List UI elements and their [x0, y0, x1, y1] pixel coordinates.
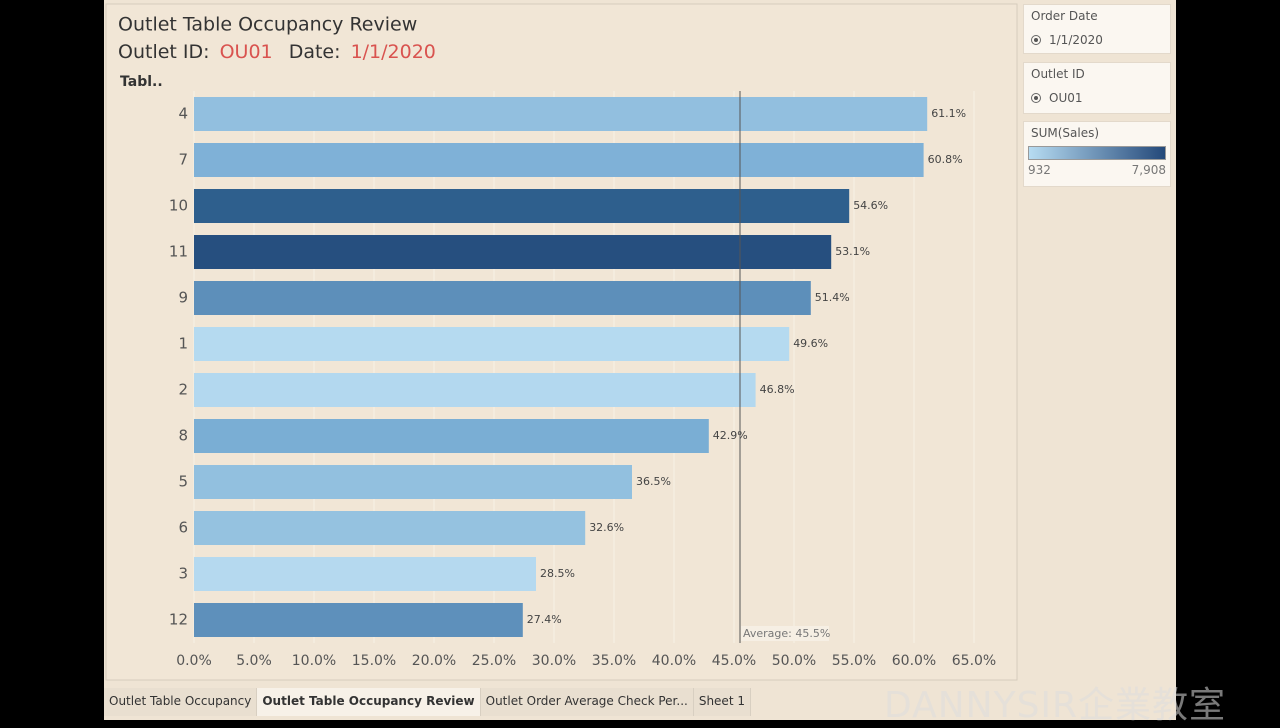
y-tick-label: 1: [178, 335, 188, 353]
plot: 0.0% 5.0% 10.0% 15.0% 20.0% 25.0% 30.0% 35.0% 40…: [169, 91, 996, 669]
watermark: DANNYSIR企業教室: [884, 685, 1227, 726]
average-label: Average: 45.5%: [743, 627, 830, 640]
filter-title: Order Date: [1031, 9, 1098, 23]
filter-panel: Order Date 1/1/2020: [1023, 4, 1171, 54]
legend-max: 7,908: [1131, 163, 1166, 177]
tab[interactable]: Outlet Table Occupancy: [104, 688, 258, 716]
tab[interactable]: Outlet Order Average Check Per...: [480, 688, 694, 716]
value-label: 27.4%: [527, 613, 562, 626]
filter-title: Outlet ID: [1031, 67, 1085, 81]
bar: [194, 189, 850, 223]
bar: [194, 557, 536, 591]
x-tick-label: 15.0%: [352, 653, 396, 669]
bar: [194, 327, 790, 361]
legend-panel: SUM(Sales) 932 7,908: [1023, 121, 1171, 187]
y-axis-label: Tabl..: [120, 74, 163, 90]
value-label: 54.6%: [853, 199, 888, 212]
chart: Outlet Table Occupancy Review Outlet ID:…: [105, 3, 1018, 681]
value-label: 60.8%: [928, 153, 963, 166]
value-label: 46.8%: [760, 383, 795, 396]
option-text: 1/1/2020: [1049, 33, 1103, 47]
value-label: 28.5%: [540, 567, 575, 580]
x-tick-label: 10.0%: [292, 653, 336, 669]
y-tick-label: 6: [178, 519, 188, 537]
value-label: 32.6%: [589, 521, 624, 534]
y-tick-label: 3: [178, 565, 188, 583]
legend-min: 932: [1028, 163, 1051, 177]
x-tick-label: 20.0%: [412, 653, 456, 669]
value-label: 51.4%: [815, 291, 850, 304]
tab[interactable]: Outlet Table Occupancy Review: [257, 688, 481, 716]
date-value: 1/1/2020: [351, 41, 436, 63]
x-tick-label: 40.0%: [652, 653, 696, 669]
bar: [194, 143, 924, 177]
y-tick-label: 9: [178, 289, 188, 307]
x-tick-label: 65.0%: [952, 653, 996, 669]
option-text: OU01: [1049, 91, 1083, 105]
y-tick-label: 8: [178, 427, 188, 445]
bar: [194, 373, 756, 407]
x-tick-label: 35.0%: [592, 653, 636, 669]
y-tick-label: 2: [178, 381, 188, 399]
y-tick-label: 4: [178, 105, 188, 123]
legend-range: 932 7,908: [1024, 160, 1170, 180]
y-tick-label: 5: [178, 473, 188, 491]
x-tick-label: 30.0%: [532, 653, 576, 669]
bar: [194, 511, 586, 545]
x-tick-label: 25.0%: [472, 653, 516, 669]
value-label: 42.9%: [713, 429, 748, 442]
legend-ramp: [1028, 146, 1166, 160]
chart-title: Outlet Table Occupancy Review: [118, 14, 417, 36]
filter-panel: Outlet ID OU01: [1023, 62, 1171, 114]
x-tick-label: 55.0%: [832, 653, 876, 669]
x-tick-label: 0.0%: [176, 653, 212, 669]
x-tick-label: 50.0%: [772, 653, 816, 669]
value-label: 61.1%: [931, 107, 966, 120]
y-tick-label: 11: [169, 243, 188, 261]
x-tick-label: 60.0%: [892, 653, 936, 669]
value-label: 36.5%: [636, 475, 671, 488]
y-tick-label: 12: [169, 611, 188, 629]
filter-option[interactable]: OU01: [1024, 85, 1170, 109]
x-tick-label: 45.0%: [712, 653, 756, 669]
sheet-tabs: Outlet Table Occupancy Outlet Table Occu…: [104, 688, 751, 716]
tab[interactable]: Sheet 1: [693, 688, 751, 716]
bar: [194, 235, 832, 269]
date-label: Date:: [289, 41, 341, 63]
filter-option[interactable]: 1/1/2020: [1024, 27, 1170, 51]
average-label-bg: [741, 626, 829, 641]
bar: [194, 465, 632, 499]
bar: [194, 281, 811, 315]
outlet-value: OU01: [220, 41, 273, 63]
x-tick-label: 5.0%: [236, 653, 272, 669]
y-tick-label: 10: [169, 197, 188, 215]
outlet-label: Outlet ID:: [118, 41, 210, 63]
bar: [194, 97, 928, 131]
value-label: 49.6%: [793, 337, 828, 350]
bar: [194, 419, 709, 453]
subtitle: Outlet ID: OU01 Date: 1/1/2020: [118, 41, 436, 63]
legend-title: SUM(Sales): [1031, 126, 1100, 140]
value-label: 53.1%: [835, 245, 870, 258]
y-tick-label: 7: [178, 151, 188, 169]
bar: [194, 603, 523, 637]
